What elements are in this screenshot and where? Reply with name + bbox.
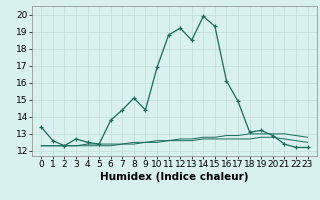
X-axis label: Humidex (Indice chaleur): Humidex (Indice chaleur) [100, 172, 249, 182]
